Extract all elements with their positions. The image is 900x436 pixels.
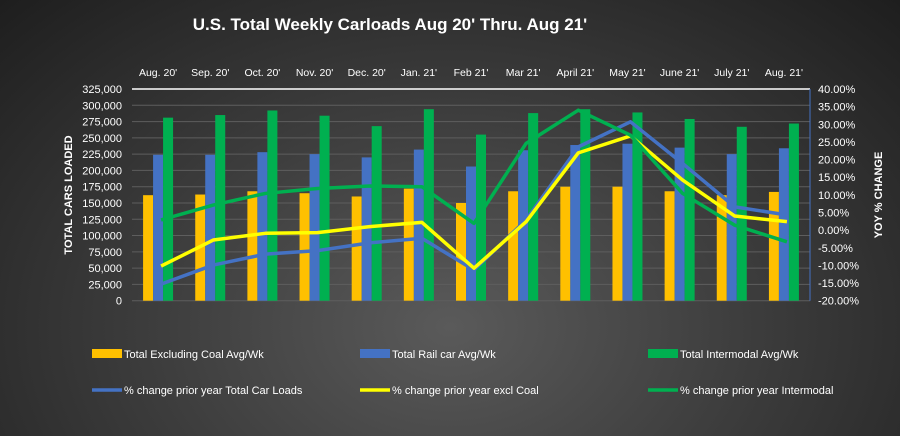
bar bbox=[560, 186, 571, 301]
line-series bbox=[160, 134, 788, 270]
x-tick-label: Oct. 20' bbox=[244, 67, 280, 79]
legend-item: % change prior year Total Car Loads bbox=[92, 385, 303, 397]
y2-tick-label: -10.00% bbox=[818, 260, 859, 272]
bar bbox=[267, 110, 278, 301]
y2-tick-label: 25.00% bbox=[818, 137, 856, 149]
bar bbox=[319, 115, 330, 301]
y2-tick-label: -5.00% bbox=[818, 243, 853, 255]
x-tick-label: Sep. 20' bbox=[191, 67, 229, 79]
legend-item: Total Rail car Avg/Wk bbox=[360, 349, 496, 361]
bar bbox=[403, 188, 414, 301]
x-tick-label: June 21' bbox=[660, 67, 699, 79]
legend-label: Total Rail car Avg/Wk bbox=[392, 349, 496, 361]
x-tick-label: April 21' bbox=[557, 67, 595, 79]
bar bbox=[736, 126, 747, 301]
bar bbox=[247, 191, 258, 301]
legend-label: % change prior year Total Car Loads bbox=[124, 385, 303, 397]
x-tick-label: Aug. 20' bbox=[139, 67, 177, 79]
y-tick-label: 200,000 bbox=[82, 165, 122, 177]
y2-tick-label: -20.00% bbox=[818, 296, 859, 308]
bar bbox=[361, 157, 372, 301]
bar bbox=[622, 143, 633, 301]
line-series bbox=[160, 120, 788, 286]
y-tick-label: 175,000 bbox=[82, 182, 122, 194]
legend-label: % change prior year excl Coal bbox=[392, 385, 539, 397]
y-tick-label: 100,000 bbox=[82, 231, 122, 243]
bar bbox=[528, 113, 539, 301]
y2-tick-label: 15.00% bbox=[818, 172, 856, 184]
legend-item: Total Excluding Coal Avg/Wk bbox=[92, 349, 264, 361]
y2-tick-label: 35.00% bbox=[818, 102, 856, 114]
legend-item: % change prior year excl Coal bbox=[360, 385, 539, 397]
legend-item: % change prior year Intermodal bbox=[648, 385, 833, 397]
bar bbox=[351, 196, 362, 301]
bar bbox=[788, 123, 799, 301]
y-tick-label: 325,000 bbox=[82, 84, 122, 96]
y-tick-label: 75,000 bbox=[88, 247, 122, 259]
bar bbox=[215, 115, 226, 301]
bar bbox=[778, 148, 789, 301]
line-series bbox=[160, 108, 788, 244]
legend-label: % change prior year Intermodal bbox=[680, 385, 833, 397]
bar bbox=[205, 154, 216, 301]
y-tick-label: 250,000 bbox=[82, 133, 122, 145]
y-tick-label: 275,000 bbox=[82, 117, 122, 129]
y-tick-label: 150,000 bbox=[82, 198, 122, 210]
y-axis-label: TOTAL CARS LOADED bbox=[63, 135, 75, 254]
x-tick-label: Aug. 21' bbox=[765, 67, 803, 79]
legend-label: Total Intermodal Avg/Wk bbox=[680, 349, 799, 361]
y2-tick-label: 5.00% bbox=[818, 207, 849, 219]
x-tick-label: Nov. 20' bbox=[296, 67, 333, 79]
bar bbox=[726, 154, 737, 301]
y2-tick-label: 20.00% bbox=[818, 155, 856, 167]
bar bbox=[716, 195, 727, 301]
x-tick-label: July 21' bbox=[714, 67, 749, 79]
bar bbox=[570, 145, 581, 301]
y2-tick-label: 0.00% bbox=[818, 225, 849, 237]
y2-tick-label: 10.00% bbox=[818, 190, 856, 202]
bar bbox=[664, 191, 675, 301]
bar bbox=[632, 112, 643, 301]
bar bbox=[580, 109, 591, 301]
y-tick-label: 125,000 bbox=[82, 214, 122, 226]
x-tick-label: Mar 21' bbox=[506, 67, 541, 79]
bar bbox=[674, 147, 685, 301]
bar bbox=[163, 117, 174, 301]
legend-label: Total Excluding Coal Avg/Wk bbox=[124, 349, 264, 361]
bar bbox=[476, 134, 486, 301]
bar bbox=[423, 109, 434, 301]
y-tick-label: 50,000 bbox=[88, 263, 122, 275]
chart-title: U.S. Total Weekly Carloads Aug 20' Thru.… bbox=[193, 15, 587, 34]
y-tick-label: 25,000 bbox=[88, 279, 122, 291]
legend-swatch bbox=[92, 349, 122, 358]
y2-tick-label: -15.00% bbox=[818, 278, 859, 290]
y-tick-label: 300,000 bbox=[82, 100, 122, 112]
y2-axis-label: YOY % CHANGE bbox=[873, 152, 885, 239]
bar bbox=[257, 152, 268, 301]
bar bbox=[612, 186, 623, 301]
x-tick-label: May 21' bbox=[609, 67, 645, 79]
bar bbox=[456, 202, 466, 301]
legend-swatch bbox=[648, 349, 678, 358]
bar bbox=[684, 118, 695, 301]
x-tick-label: Dec. 20' bbox=[348, 67, 386, 79]
y-tick-label: 0 bbox=[116, 296, 122, 308]
x-tick-label: Jan. 21' bbox=[401, 67, 437, 79]
y2-tick-label: 30.00% bbox=[818, 119, 856, 131]
bar bbox=[309, 154, 320, 301]
y2-tick-label: 40.00% bbox=[818, 84, 856, 96]
legend-item: Total Intermodal Avg/Wk bbox=[648, 349, 799, 361]
legend-swatch bbox=[360, 349, 390, 358]
y-tick-label: 225,000 bbox=[82, 149, 122, 161]
bar bbox=[768, 191, 779, 301]
bar bbox=[413, 149, 424, 301]
bar bbox=[299, 193, 310, 301]
bar bbox=[153, 154, 164, 301]
bar bbox=[466, 166, 476, 301]
x-tick-label: Feb 21' bbox=[454, 67, 489, 79]
bar bbox=[371, 126, 382, 301]
bar bbox=[508, 191, 519, 301]
bar bbox=[143, 195, 154, 301]
